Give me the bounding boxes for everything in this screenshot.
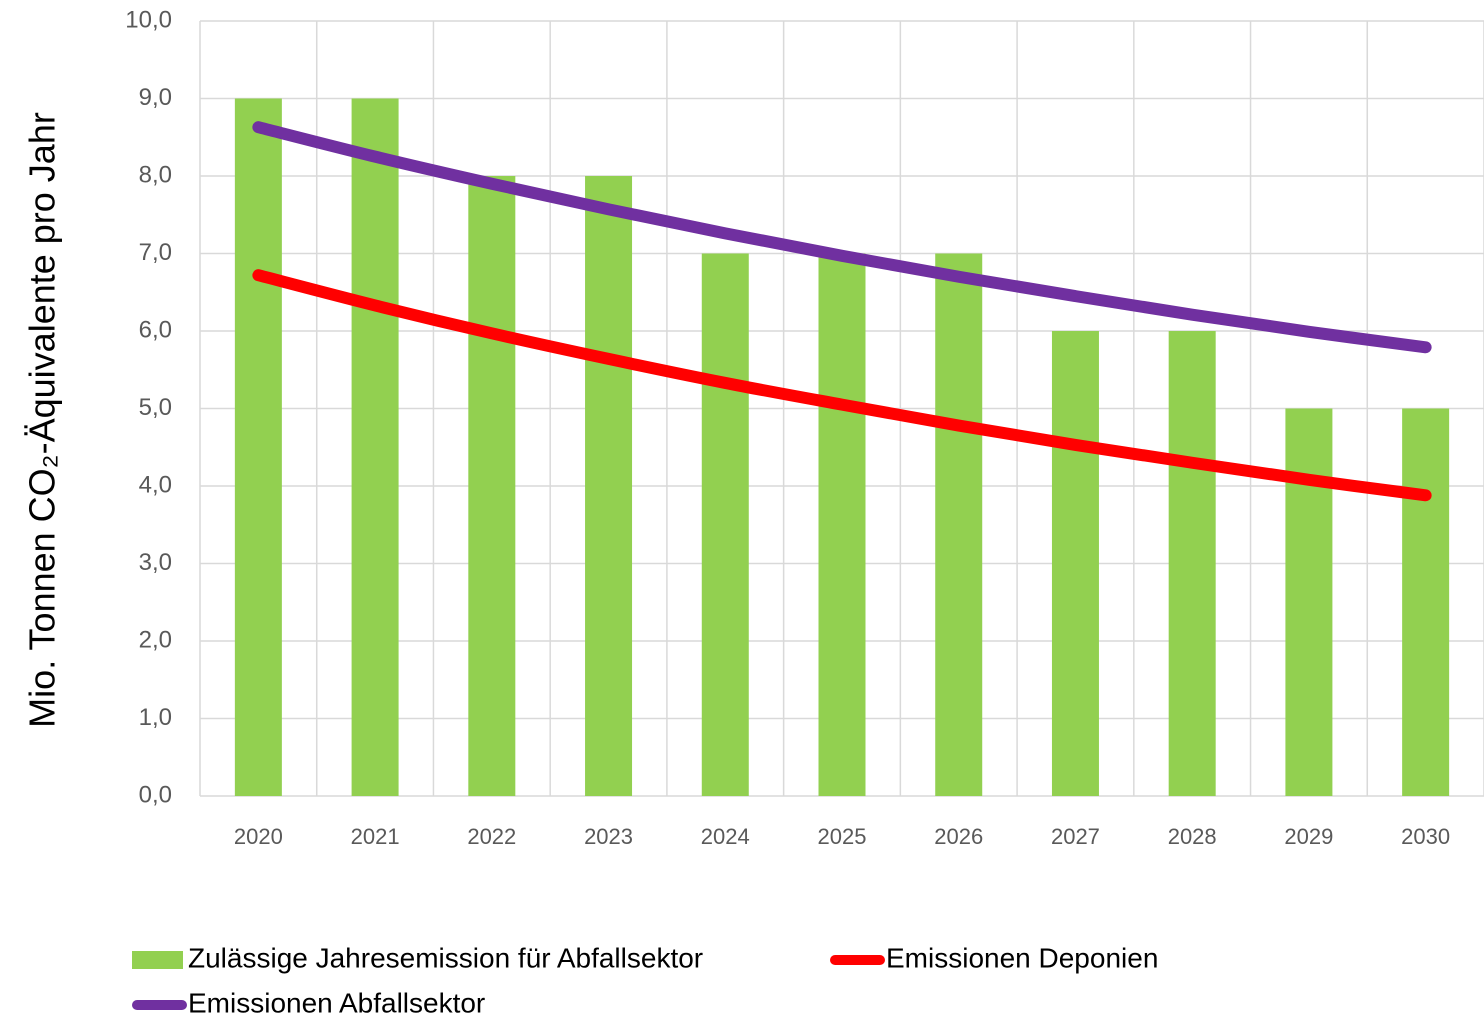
bar — [1051, 331, 1099, 796]
bar — [468, 176, 516, 796]
x-tick-label: 2027 — [1051, 824, 1100, 849]
x-tick-label: 2022 — [467, 824, 516, 849]
y-axis-label: Mio. Tonnen CO₂-Äquivalente pro Jahr — [22, 112, 63, 728]
x-tick-label: 2021 — [351, 824, 400, 849]
y-tick-label: 8,0 — [139, 161, 172, 188]
y-tick-label: 3,0 — [139, 549, 172, 576]
x-tick-label: 2028 — [1168, 824, 1217, 849]
x-tick-label: 2029 — [1284, 824, 1333, 849]
y-tick-label: 6,0 — [139, 316, 172, 343]
bar — [818, 253, 866, 796]
legend-label: Emissionen Abfallsektor — [188, 987, 485, 1018]
legend-label: Emissionen Deponien — [886, 942, 1158, 973]
legend-label: Zulässige Jahresemission für Abfallsekto… — [188, 942, 703, 973]
x-tick-label: 2030 — [1401, 824, 1450, 849]
legend-swatch — [132, 951, 183, 969]
y-tick-label: 2,0 — [139, 626, 172, 653]
bar — [1285, 408, 1333, 796]
bar — [351, 98, 399, 796]
y-tick-label: 0,0 — [139, 781, 172, 808]
y-tick-label: 10,0 — [125, 6, 172, 33]
bar — [701, 253, 749, 796]
y-tick-label: 1,0 — [139, 704, 172, 731]
x-tick-label: 2025 — [818, 824, 867, 849]
x-tick-label: 2024 — [701, 824, 750, 849]
bar — [1168, 331, 1216, 796]
y-tick-label: 7,0 — [139, 239, 172, 266]
line — [252, 121, 1432, 354]
x-tick-label: 2020 — [234, 824, 283, 849]
bar — [585, 176, 633, 796]
x-tick-label: 2023 — [584, 824, 633, 849]
x-tick-label: 2026 — [934, 824, 983, 849]
bar — [1402, 408, 1450, 796]
y-tick-label: 9,0 — [139, 84, 172, 111]
y-tick-label: 5,0 — [139, 394, 172, 421]
bar — [234, 98, 282, 796]
line — [252, 269, 1432, 502]
bar — [935, 253, 983, 796]
y-tick-label: 4,0 — [139, 471, 172, 498]
